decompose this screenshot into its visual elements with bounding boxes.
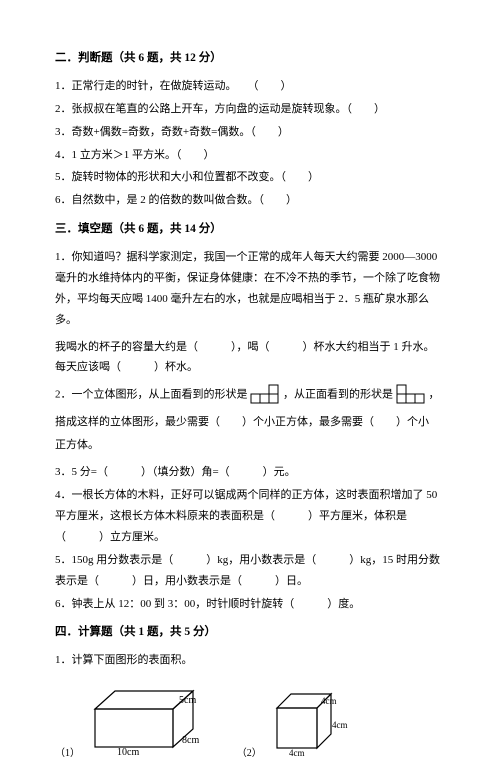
d-q1: 1．计算下面图形的表面积。 xyxy=(55,650,445,671)
b-q3: 3．奇数+偶数=奇数，奇数+奇数=偶数。（ ） xyxy=(55,122,445,143)
b-q4: 4．1 立方米＞1 平方米。（ ） xyxy=(55,145,445,166)
c-q5: 5．150g 用分数表示是（ ）kg，用小数表示是（ ）kg，15 时用分数表示… xyxy=(55,550,445,592)
dim-4cm-a: 4cm xyxy=(321,696,337,706)
dim-4cm-c: 4cm xyxy=(289,748,305,756)
section-d-title: 四．计算题（共 1 题，共 5 分） xyxy=(55,622,445,644)
front-view-icon xyxy=(396,384,426,406)
c-q2-a: 2．一个立体图形，从上面看到的形状是 xyxy=(55,389,248,401)
c-q6: 6．钟表上从 12：00 到 3：00，时针顺时针旋转（ ）度。 xyxy=(55,594,445,615)
c-q3: 3．5 分=（ ）（填分数）角=（ ）元。 xyxy=(55,462,445,483)
top-view-icon xyxy=(250,384,280,406)
dim-5cm: 5cm xyxy=(179,695,196,706)
c-q2-e: 正方体。 xyxy=(55,435,445,456)
b-q2: 2．张叔叔在笔直的公路上开车，方向盘的运动是旋转现象。（ ） xyxy=(55,99,445,120)
b-q5: 5．旋转时物体的形状和大小和位置都不改变。（ ） xyxy=(55,167,445,188)
dim-10cm: 10cm xyxy=(117,747,139,756)
c-q1-p2: 我喝水的杯子的容量大约是（ ），喝（ ）杯水大约相当于 1 升水。每天应该喝（ … xyxy=(55,337,445,379)
c-q2-c: ， xyxy=(429,389,440,401)
cuboid-icon: 5cm 8cm 10cm xyxy=(87,681,207,756)
c-q2: 2．一个立体图形，从上面看到的形状是 ，从正面看到的形状是 ， xyxy=(55,384,445,406)
c-q2-b: ，从正面看到的形状是 xyxy=(283,389,393,401)
cube-icon: 4cm 4cm 4cm xyxy=(269,686,354,756)
section-c-title: 三．填空题（共 6 题，共 14 分） xyxy=(55,219,445,241)
fig2-label: （2） xyxy=(237,748,262,759)
c-q1-p1: 1．你知道吗？据科学家测定，我国一个正常的成年人每天大约需要 2000—3000… xyxy=(55,247,445,331)
section-b-title: 二．判断题（共 6 题，共 12 分） xyxy=(55,48,445,70)
figure-1: （1） 5cm 8cm 10cm xyxy=(55,681,207,764)
c-q4: 4．一根长方体的木料，正好可以锯成两个同样的正方体，这时表面积增加了 50 平方… xyxy=(55,485,445,548)
fig1-label: （1） xyxy=(55,748,80,759)
c-q2-d: 搭成这样的立体图形，最少需要（ ）个小正方体，最多需要（ ）个小 xyxy=(55,412,445,433)
dim-4cm-b: 4cm xyxy=(332,720,348,730)
dim-8cm: 8cm xyxy=(182,735,199,746)
b-q1: 1．正常行走的时针，在做旋转运动。 （ ） xyxy=(55,76,445,97)
figures-row: （1） 5cm 8cm 10cm （2） 4cm 4cm 4 xyxy=(55,681,445,764)
figure-2: （2） 4cm 4cm 4cm xyxy=(237,686,354,764)
b-q6: 6．自然数中，是 2 的倍数的数叫做合数。（ ） xyxy=(55,190,445,211)
